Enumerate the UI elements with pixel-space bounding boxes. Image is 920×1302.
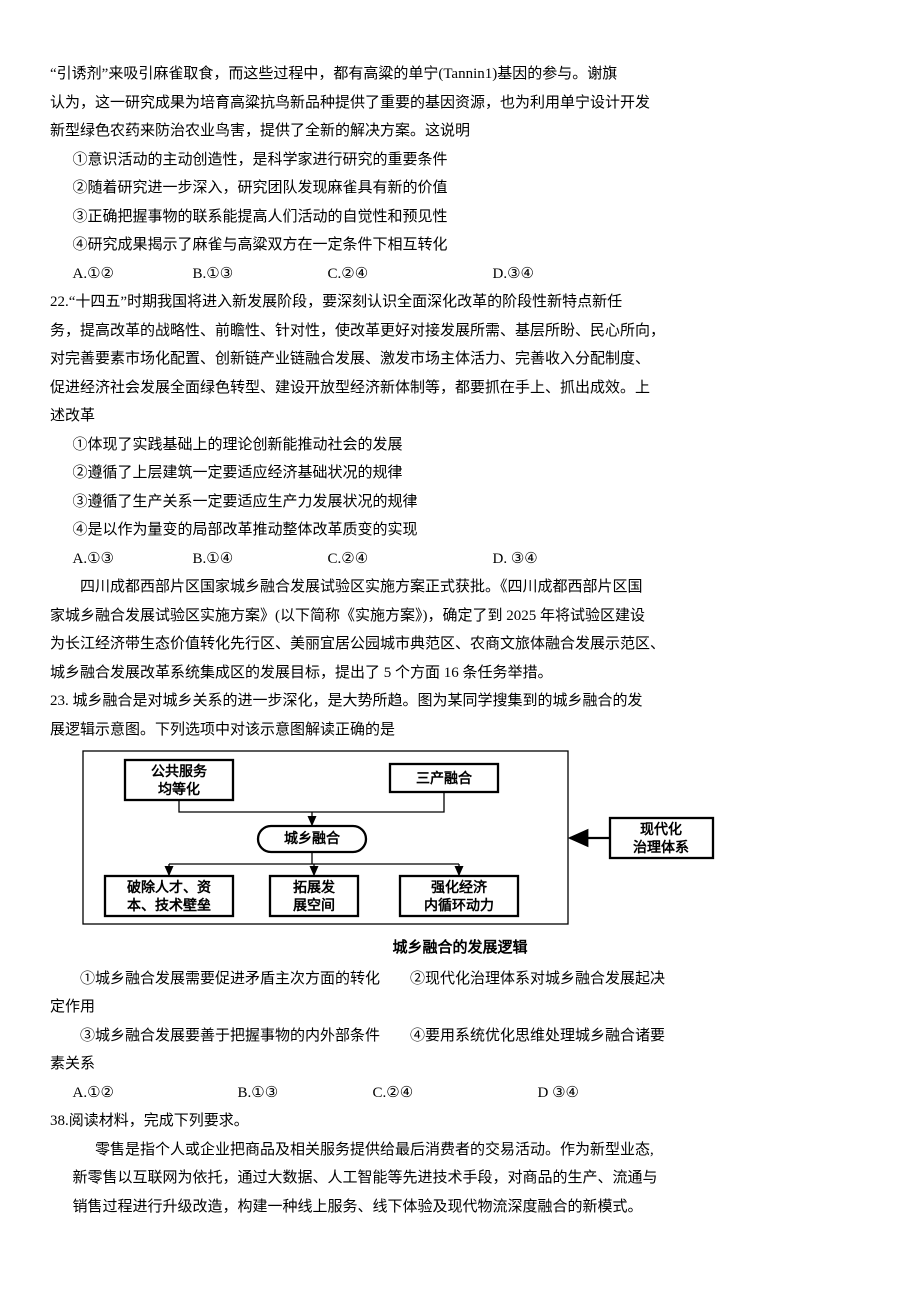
q21-stmt-2: ②随着研究进一步深入，研究团队发现麻雀具有新的价值 — [50, 174, 870, 203]
q22-opt-c[interactable]: C.②④ — [328, 545, 493, 574]
node-bot-2-l1: 拓展发 — [293, 879, 336, 895]
bg-line: 为长江经济带生态价值转化先行区、美丽宜居公园城市典范区、农商文旅体融合发展示范区… — [50, 630, 870, 659]
bg-line: 城乡融合发展改革系统集成区的发展目标，提出了 5 个方面 16 条任务举措。 — [50, 659, 870, 688]
q22-opt-a[interactable]: A.①③ — [73, 545, 193, 574]
q38-head: 38.阅读材料，完成下列要求。 — [50, 1107, 870, 1136]
q22-line: 务，提高改革的战略性、前瞻性、针对性，使改革更好对接发展所需、基层所盼、民心所向… — [50, 317, 870, 346]
q21-opt-b[interactable]: B.①③ — [193, 260, 328, 289]
q22-line: 述改革 — [50, 402, 870, 431]
q21-opt-a[interactable]: A.①② — [73, 260, 193, 289]
q21-options: A.①② B.①③ C.②④ D.③④ — [50, 260, 870, 289]
node-bot-3-l1: 强化经济 — [431, 879, 488, 895]
q23-opt-a[interactable]: A.①② — [73, 1079, 238, 1108]
node-top-1-l2: 均等化 — [158, 781, 200, 797]
q22-stmt-4: ④是以作为量变的局部改革推动整体改革质变的实现 — [50, 516, 870, 545]
q23-stmt-12a: ①城乡融合发展需要促进矛盾主次方面的转化 ②现代化治理体系对城乡融合发展起决 — [50, 965, 870, 994]
q23-opt-d[interactable]: D ③④ — [538, 1079, 579, 1108]
node-top-2-label: 三产融合 — [416, 770, 473, 786]
q21-stmt-1: ①意识活动的主动创造性，是科学家进行研究的重要条件 — [50, 146, 870, 175]
q23-opt-b[interactable]: B.①③ — [238, 1079, 373, 1108]
q23-line: 23. 城乡融合是对城乡关系的进一步深化，是大势所趋。图为某同学搜集到的城乡融合… — [50, 687, 870, 716]
q38-line: 新零售以互联网为依托，通过大数据、人工智能等先进技术手段，对商品的生产、流通与 — [50, 1164, 870, 1193]
q23-opt-c[interactable]: C.②④ — [373, 1079, 538, 1108]
q21-stmt-4: ④研究成果揭示了麻雀与高粱双方在一定条件下相互转化 — [50, 231, 870, 260]
node-bot-1-l2: 本、技术壁垒 — [127, 897, 211, 913]
q22-stmt-1: ①体现了实践基础上的理论创新能推动社会的发展 — [50, 431, 870, 460]
q22-stmt-3: ③遵循了生产关系一定要适应生产力发展状况的规律 — [50, 488, 870, 517]
node-side-l1: 现代化 — [640, 821, 682, 837]
diagram: 公共服务 均等化 三产融合 城乡融合 破除人才、资 本、技术壁垒 拓展发 展空间… — [80, 748, 720, 930]
q22-line: 促进经济社会发展全面绿色转型、建设开放型经济新体制等，都要抓在手上、抓出成效。上 — [50, 374, 870, 403]
intro-line: “引诱剂”来吸引麻雀取食，而这些过程中，都有高粱的单宁(Tannin1)基因的参… — [50, 60, 870, 89]
q38-line: 零售是指个人或企业把商品及相关服务提供给最后消费者的交易活动。作为新型业态, — [50, 1136, 870, 1165]
q23-stmt-12b: 定作用 — [50, 993, 870, 1022]
bg-line: 家城乡融合发展试验区实施方案》(以下简称《实施方案》)，确定了到 2025 年将… — [50, 602, 870, 631]
node-center-label: 城乡融合 — [284, 830, 341, 846]
q21-opt-d[interactable]: D.③④ — [493, 260, 534, 289]
q22-line: 对完善要素市场化配置、创新链产业链融合发展、激发市场主体活力、完善收入分配制度、 — [50, 345, 870, 374]
bg-line: 四川成都西部片区国家城乡融合发展试验区实施方案正式获批。《四川成都西部片区国 — [50, 573, 870, 602]
intro-line: 认为，这一研究成果为培育高粱抗鸟新品种提供了重要的基因资源，也为利用单宁设计开发 — [50, 89, 870, 118]
q23-line: 展逻辑示意图。下列选项中对该示意图解读正确的是 — [50, 716, 870, 745]
q23-options: A.①② B.①③ C.②④ D ③④ — [50, 1079, 870, 1108]
q21-opt-c[interactable]: C.②④ — [328, 260, 493, 289]
node-side-l2: 治理体系 — [633, 839, 689, 855]
diagram-caption: 城乡融合的发展逻辑 — [50, 934, 870, 963]
q22-line: 22.“十四五”时期我国将进入新发展阶段，要深刻认识全面深化改革的阶段性新特点新… — [50, 288, 870, 317]
node-top-1-l1: 公共服务 — [151, 763, 208, 779]
node-bot-1-l1: 破除人才、资 — [127, 879, 211, 895]
node-bot-2-l2: 展空间 — [293, 897, 335, 913]
node-bot-3-l2: 内循环动力 — [424, 897, 494, 913]
q22-opt-d[interactable]: D. ③④ — [493, 545, 538, 574]
q22-opt-b[interactable]: B.①④ — [193, 545, 328, 574]
q23-stmt-34a: ③城乡融合发展要善于把握事物的内外部条件 ④要用系统优化思维处理城乡融合诸要 — [50, 1022, 870, 1051]
q22-options: A.①③ B.①④ C.②④ D. ③④ — [50, 545, 870, 574]
q22-stmt-2: ②遵循了上层建筑一定要适应经济基础状况的规律 — [50, 459, 870, 488]
intro-line: 新型绿色农药来防治农业鸟害，提供了全新的解决方案。这说明 — [50, 117, 870, 146]
q21-stmt-3: ③正确把握事物的联系能提高人们活动的自觉性和预见性 — [50, 203, 870, 232]
q38-line: 销售过程进行升级改造，构建一种线上服务、线下体验及现代物流深度融合的新模式。 — [50, 1193, 870, 1222]
q23-stmt-34b: 素关系 — [50, 1050, 870, 1079]
